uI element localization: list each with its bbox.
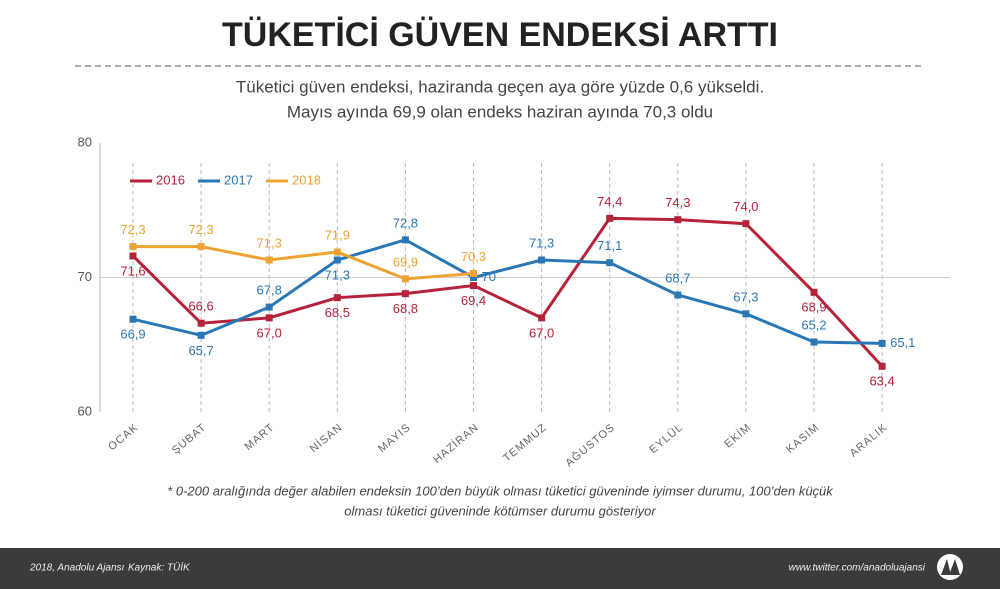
value-label: 70 <box>482 269 496 284</box>
value-label: 71,1 <box>597 238 622 253</box>
value-label: 74,0 <box>733 199 758 214</box>
value-label: 74,4 <box>597 194 622 209</box>
point-marker <box>265 256 273 264</box>
x-tick-label: NİSAN <box>307 421 345 456</box>
value-label: 65,2 <box>801 317 826 332</box>
legend-label: 2016 <box>156 172 185 187</box>
x-tick-label: OCAK <box>106 421 141 453</box>
legend-label: 2017 <box>224 172 253 187</box>
point-marker <box>401 236 409 244</box>
point-marker <box>810 288 818 296</box>
point-marker <box>333 294 341 302</box>
value-label: 72,3 <box>120 222 145 237</box>
subtitle: Mayıs ayında 69,9 olan endeks haziran ay… <box>287 102 713 121</box>
value-label: 68,8 <box>393 301 418 316</box>
point-marker <box>674 216 682 224</box>
point-marker <box>742 220 750 228</box>
point-marker <box>538 314 546 322</box>
series-line <box>131 216 884 368</box>
x-tick-label: TEMMUZ <box>501 421 549 464</box>
series-line <box>133 245 474 281</box>
value-label: 71,6 <box>120 263 145 278</box>
series-line <box>132 238 883 345</box>
x-tick-label: ARALIK <box>848 421 890 459</box>
point-marker <box>538 256 546 264</box>
point-marker <box>265 303 273 311</box>
value-label: 67,0 <box>529 325 554 340</box>
point-marker <box>742 310 750 318</box>
point-marker <box>401 290 409 298</box>
value-label: 66,6 <box>188 299 213 314</box>
value-label: 72,8 <box>393 215 418 230</box>
footnote: olması tüketici güveninde kötümser durum… <box>344 503 656 518</box>
x-tick-label: KASIM <box>784 421 822 455</box>
value-label: 67,3 <box>733 289 758 304</box>
point-marker <box>810 338 818 346</box>
value-label: 68,5 <box>325 305 350 320</box>
value-label: 65,7 <box>188 343 213 358</box>
footer-bar <box>0 548 1000 589</box>
point-marker <box>129 315 137 323</box>
value-label: 74,3 <box>665 195 690 210</box>
footnote: * 0-200 aralığında değer alabilen endeks… <box>167 483 834 498</box>
value-label: 71,3 <box>257 235 282 250</box>
x-tick-label: EYLÜL <box>647 421 685 456</box>
point-marker <box>197 331 205 339</box>
logo <box>937 554 963 580</box>
point-marker <box>333 248 341 256</box>
point-marker <box>401 275 409 283</box>
point-marker <box>878 362 886 370</box>
point-marker <box>129 243 137 251</box>
value-label: 67,0 <box>257 325 282 340</box>
y-tick-label: 70 <box>78 269 92 284</box>
chart-title: TÜKETİCİ GÜVEN ENDEKSİ ARTTI <box>222 16 778 54</box>
point-marker <box>197 319 205 327</box>
point-marker <box>197 243 205 251</box>
x-tick-label: MART <box>242 421 277 453</box>
footer-credit: 2018, Anadolu Ajansı <box>29 563 125 574</box>
footer-link: www.twitter.com/anadoluajansi <box>789 563 926 574</box>
point-marker <box>470 269 477 277</box>
value-label: 66,9 <box>120 327 145 342</box>
x-tick-label: EKİM <box>722 421 754 451</box>
y-tick-label: 80 <box>78 134 92 149</box>
point-marker <box>470 282 477 290</box>
point-marker <box>129 252 137 260</box>
footer-source: Kaynak: TÜİK <box>128 562 191 574</box>
value-label: 69,9 <box>393 254 418 269</box>
point-marker <box>674 291 682 299</box>
point-marker <box>333 256 341 264</box>
legend-label: 2018 <box>292 172 321 187</box>
point-marker <box>606 214 614 222</box>
x-tick-label: AĞUSTOS <box>563 421 618 470</box>
value-label: 69,4 <box>461 293 486 308</box>
value-label: 71,3 <box>529 235 554 250</box>
x-tick-label: HAZİRAN <box>431 421 482 466</box>
value-label: 71,3 <box>325 267 350 282</box>
value-label: 63,4 <box>869 374 894 389</box>
point-marker <box>606 259 614 267</box>
value-label: 68,7 <box>665 270 690 285</box>
x-tick-label: MAYIS <box>376 421 413 455</box>
point-marker <box>878 339 886 347</box>
point-marker <box>470 274 477 281</box>
value-label: 70,3 <box>461 249 486 264</box>
value-label: 72,3 <box>188 222 213 237</box>
x-tick-label: ŞUBAT <box>170 421 209 456</box>
point-marker <box>265 314 273 322</box>
value-label: 65,1 <box>890 335 915 350</box>
value-label: 67,8 <box>257 283 282 298</box>
value-label: 68,9 <box>801 300 826 315</box>
subtitle: Tüketici güven endeksi, haziranda geçen … <box>236 77 764 96</box>
y-tick-label: 60 <box>78 403 92 418</box>
value-label: 71,9 <box>325 227 350 242</box>
